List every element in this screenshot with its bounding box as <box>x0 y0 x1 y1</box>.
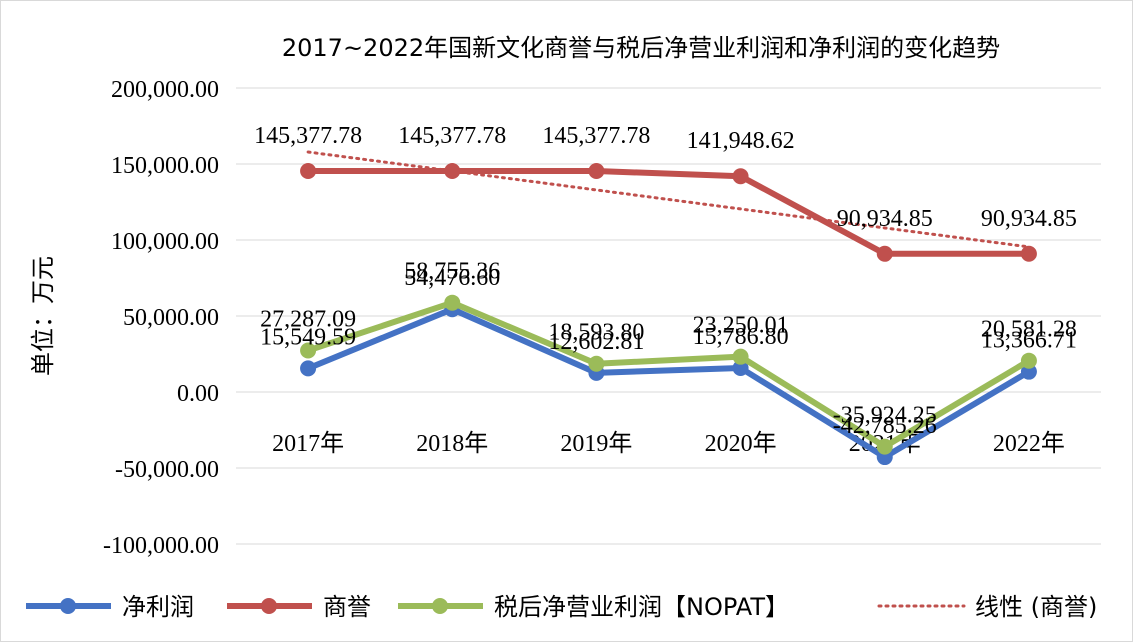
data-label: 23,250.01 <box>693 313 789 339</box>
data-label: 12,602.81 <box>548 329 644 355</box>
data-point <box>876 438 893 455</box>
data-point <box>876 245 893 262</box>
data-point <box>444 163 461 180</box>
series-line-2 <box>307 299 1031 450</box>
data-labels: 15,549.59 54,476.60 12,602.81 15,786.80 -42,… <box>254 123 1077 439</box>
x-tick-label: 2018年 <box>416 430 488 457</box>
x-tick-label: 2020年 <box>705 430 777 457</box>
data-label: -42,785.26 <box>833 413 937 439</box>
y-tick-label: 100,000.00 <box>111 229 219 255</box>
trendline <box>306 150 1031 249</box>
data-label: 15,549.59 <box>260 324 356 350</box>
data-label: 15,786.80 <box>693 324 789 350</box>
series-line-0 <box>306 306 1031 461</box>
x-tick-label: 2022年 <box>993 430 1065 457</box>
legend-marker <box>60 598 76 614</box>
legend-label: 商誉 <box>323 593 371 621</box>
data-label: 145,377.78 <box>542 123 650 149</box>
data-point <box>732 348 749 365</box>
data-label: 18,593.80 <box>548 320 644 346</box>
data-point <box>1020 245 1037 262</box>
data-point <box>588 163 605 180</box>
data-point <box>444 294 461 311</box>
data-label: 20,581.28 <box>981 317 1077 343</box>
data-label: 27,287.09 <box>260 307 356 333</box>
data-point <box>732 168 749 185</box>
y-tick-label: 150,000.00 <box>111 153 219 179</box>
legend-label: 净利润 <box>122 593 194 621</box>
chart-title: 2017~2022年国新文化商誉与税后净营业利润和净利润的变化趋势 <box>282 34 1000 62</box>
data-label: 13,366.71 <box>981 328 1077 354</box>
trendline-goodwill <box>306 150 1031 249</box>
legend-label: 线性 (商誉) <box>975 593 1097 621</box>
data-label: 90,934.85 <box>837 206 933 232</box>
data-label: 145,377.78 <box>398 123 506 149</box>
y-tick-label: -100,000.00 <box>103 533 219 559</box>
data-point <box>300 342 317 359</box>
y-axis-ticks: -100,000.00 -50,000.00 0.00 50,000.00 100,00… <box>103 77 219 559</box>
series-line-1 <box>308 168 1029 257</box>
data-label: 141,948.62 <box>687 128 795 154</box>
x-tick-label: 2017年 <box>272 430 344 457</box>
y-tick-label: 50,000.00 <box>123 305 219 331</box>
data-point <box>300 360 317 377</box>
data-label: 90,934.85 <box>981 206 1077 232</box>
y-tick-label: -50,000.00 <box>115 457 219 483</box>
series-lines <box>300 163 1037 466</box>
legend-label: 税后净营业利润【NOPAT】 <box>494 593 789 621</box>
x-tick-label: 2019年 <box>560 430 632 457</box>
data-point <box>1020 363 1037 380</box>
data-point <box>732 360 749 377</box>
data-label: -35,924.25 <box>833 403 937 429</box>
y-tick-label: 200,000.00 <box>111 77 219 103</box>
legend: 净利润 商誉 税后净营业利润【NOPAT】 线性 (商誉) <box>26 593 1097 621</box>
x-axis-ticks: 2017年2018年2019年2020年2021年2022年 <box>272 430 1065 457</box>
gridlines <box>236 87 1101 545</box>
legend-marker <box>261 598 277 614</box>
data-label: 58,755.36 <box>404 259 500 285</box>
data-point <box>588 355 605 372</box>
data-point <box>300 163 317 180</box>
data-label: 54,476.60 <box>404 265 500 291</box>
data-label: 145,377.78 <box>254 123 362 149</box>
legend-marker <box>432 598 448 614</box>
y-tick-label: 0.00 <box>177 381 219 407</box>
data-point <box>1020 352 1037 369</box>
y-axis-label: 单位：万元 <box>29 256 57 376</box>
